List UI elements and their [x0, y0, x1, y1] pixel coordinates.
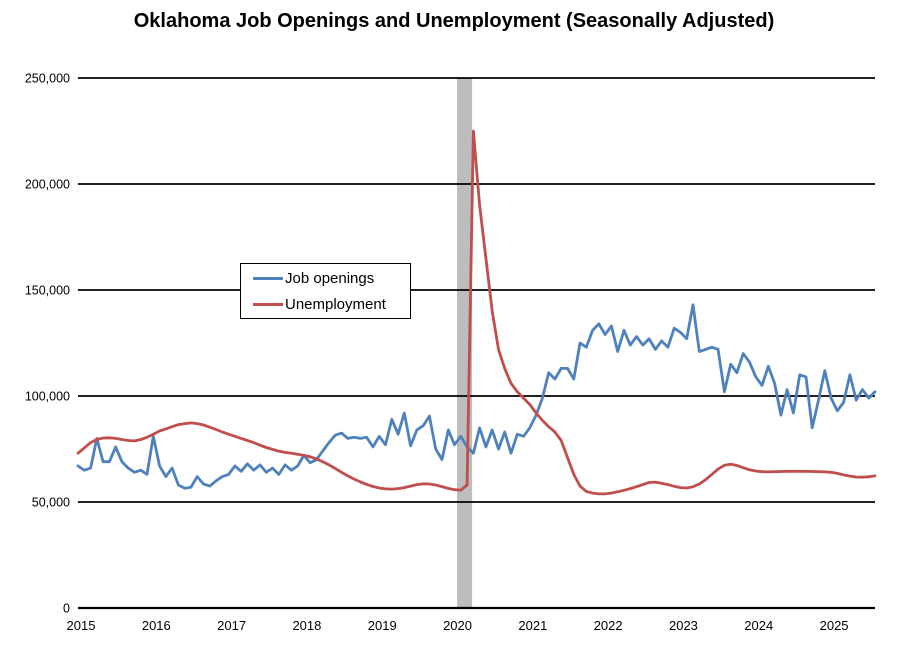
y-tick-label: 250,000 [25, 72, 70, 86]
x-tick-label: 2025 [820, 618, 849, 633]
y-tick-label: 50,000 [32, 496, 70, 510]
x-tick-label: 2019 [368, 618, 397, 633]
x-tick-label: 2015 [67, 618, 96, 633]
y-tick-label: 0 [63, 602, 70, 616]
x-tick-label: 2021 [518, 618, 547, 633]
legend-label-job-openings: Job openings [285, 269, 375, 287]
y-tick-label: 150,000 [25, 284, 70, 298]
x-tick-label: 2017 [217, 618, 246, 633]
legend-item-job-openings: Job openings [253, 267, 410, 289]
legend-item-unemployment: Unemployment [253, 293, 410, 315]
chart-title: Oklahoma Job Openings and Unemployment (… [133, 10, 775, 32]
x-tick-label: 2016 [142, 618, 171, 633]
y-tick-label: 100,000 [25, 390, 70, 404]
y-tick-label: 200,000 [25, 178, 70, 192]
job-openings-line-swatch [253, 276, 283, 280]
x-tick-label: 2022 [594, 618, 623, 633]
legend-label-unemployment: Unemployment [285, 295, 386, 313]
legend: Job openings Unemployment [240, 263, 411, 319]
x-tick-label: 2024 [744, 618, 773, 633]
x-tick-label: 2023 [669, 618, 698, 633]
unemployment-line-swatch [253, 302, 283, 306]
x-tick-label: 2020 [443, 618, 472, 633]
series-line-unemployment [76, 129, 877, 496]
x-tick-label: 2018 [292, 618, 321, 633]
series-line-job-openings [76, 303, 877, 490]
